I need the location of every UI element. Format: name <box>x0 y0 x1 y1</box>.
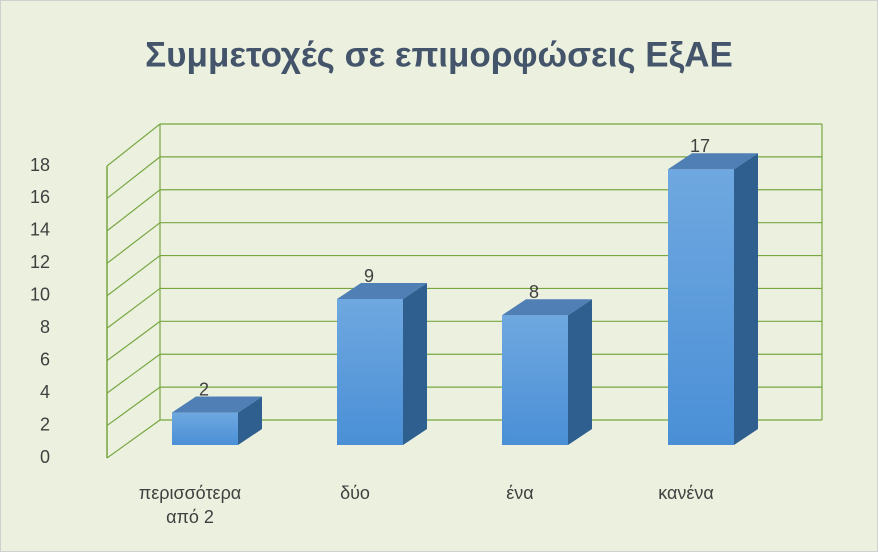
y-tick-label: 6 <box>40 349 50 369</box>
grid-line <box>106 353 161 394</box>
y-tick-label: 14 <box>30 220 50 240</box>
value-label: 17 <box>690 136 710 156</box>
bar-top <box>337 283 427 299</box>
y-tick-label: 8 <box>40 317 50 337</box>
grid-line <box>106 255 161 297</box>
bar-side <box>403 283 427 445</box>
grid-line <box>106 156 161 199</box>
bar <box>172 412 238 445</box>
grid-line <box>106 123 161 167</box>
grid-line <box>106 287 161 329</box>
grid-line <box>106 419 161 459</box>
grid-line <box>106 189 161 232</box>
bar-top <box>502 299 592 316</box>
value-label: 2 <box>199 379 209 399</box>
y-tick-label: 18 <box>30 155 50 175</box>
y-tick-label: 0 <box>40 447 50 467</box>
grid-line <box>106 222 161 264</box>
y-tick-label: 2 <box>40 414 50 434</box>
bar <box>337 299 403 445</box>
bar-top <box>172 396 262 413</box>
grid-line <box>106 320 161 362</box>
value-label: 8 <box>529 282 539 302</box>
y-tick-label: 4 <box>40 382 50 402</box>
x-tick-label: ένα <box>506 483 534 503</box>
y-tick-label: 16 <box>30 187 50 207</box>
grid-line <box>106 386 161 427</box>
bar <box>668 169 734 445</box>
bar <box>502 315 568 445</box>
bar-side <box>568 299 592 445</box>
bar-side <box>734 153 758 445</box>
y-tick-label: 10 <box>30 285 50 305</box>
bar-top <box>668 153 758 170</box>
y-tick-label: 12 <box>30 252 50 272</box>
x-tick-label: δύο <box>340 483 370 503</box>
x-tick-label: κανένα <box>658 483 714 503</box>
value-label: 9 <box>364 266 374 286</box>
chart-title: Συμμετοχές σε επιμορφώσεις ΕξΑΕ <box>145 35 733 74</box>
x-tick-label: περισσότερα από 2 <box>138 483 242 527</box>
bar-side <box>238 396 262 445</box>
